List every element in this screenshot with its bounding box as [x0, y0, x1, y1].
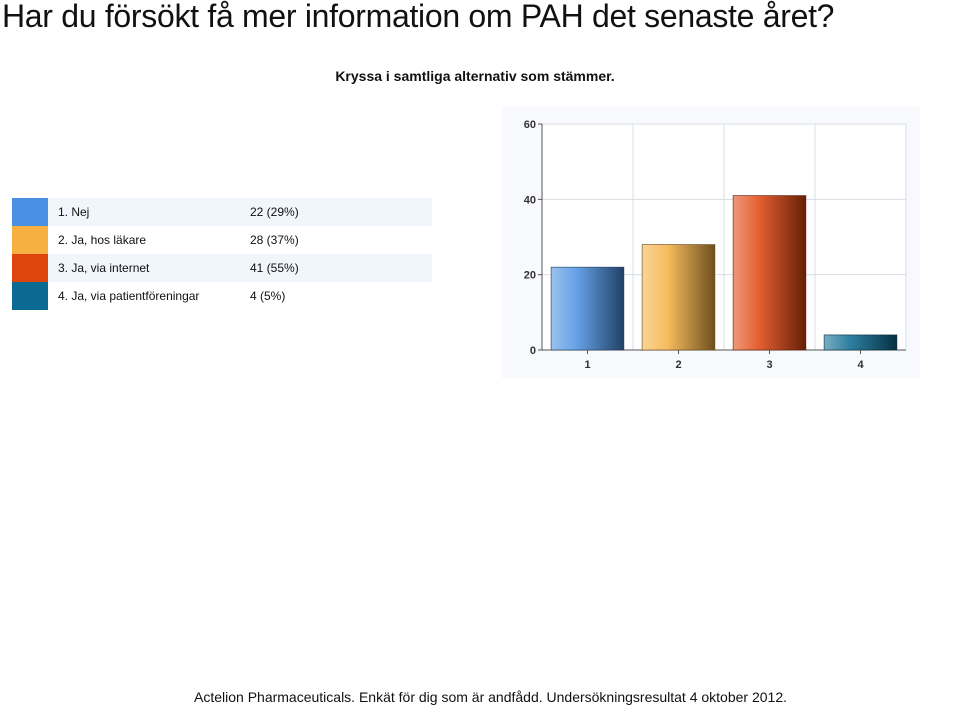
bar-1 — [550, 266, 625, 351]
legend-row-2: 2. Ja, hos läkare 28 (37%) — [12, 226, 432, 254]
x-tick-label-2: 3 — [766, 359, 772, 371]
legend-row-3: 3. Ja, via internet 41 (55%) — [12, 254, 432, 282]
legend-row-4: 4. Ja, via patientföreningar 4 (5%) — [12, 282, 432, 310]
x-tick-label-1: 2 — [675, 359, 681, 371]
legend-swatch-2 — [12, 226, 48, 254]
legend-label-4: 4. Ja, via patientföreningar — [58, 289, 200, 303]
legend-label-1: 1. Nej — [58, 205, 90, 219]
legend-value-2: 28 (37%) — [250, 233, 299, 247]
legend-table: 1. Nej 22 (29%) 2. Ja, hos läkare 28 (37… — [12, 198, 432, 310]
x-tick-label-3: 4 — [857, 359, 864, 371]
legend-swatch-3 — [12, 254, 48, 282]
x-tick-label-0: 1 — [584, 359, 590, 371]
legend-swatch-1 — [12, 198, 48, 226]
bar-4 — [823, 334, 898, 351]
legend-value-1: 22 (29%) — [250, 205, 299, 219]
legend-label-3: 3. Ja, via internet — [58, 261, 150, 275]
page-subtitle: Kryssa i samtliga alternativ som stämmer… — [335, 68, 615, 84]
y-tick-label-0: 0 — [530, 345, 536, 357]
legend-value-3: 41 (55%) — [250, 261, 299, 275]
legend-label-2: 2. Ja, hos läkare — [58, 233, 147, 247]
legend-swatch-4 — [12, 282, 48, 310]
y-tick-label-1: 20 — [524, 270, 536, 282]
legend-value-4: 4 (5%) — [250, 289, 286, 303]
legend-row-1: 1. Nej 22 (29%) — [12, 198, 432, 226]
bar-2 — [641, 244, 716, 351]
bar-chart: 0 20 40 60 1 2 3 4 — [502, 106, 920, 378]
y-tick-label-3: 60 — [524, 119, 536, 131]
page-title: Har du försökt få mer information om PAH… — [2, 0, 835, 34]
bar-3 — [732, 195, 807, 351]
y-tick-label-2: 40 — [524, 194, 536, 206]
footer-text: Actelion Pharmaceuticals. Enkät för dig … — [194, 689, 787, 705]
